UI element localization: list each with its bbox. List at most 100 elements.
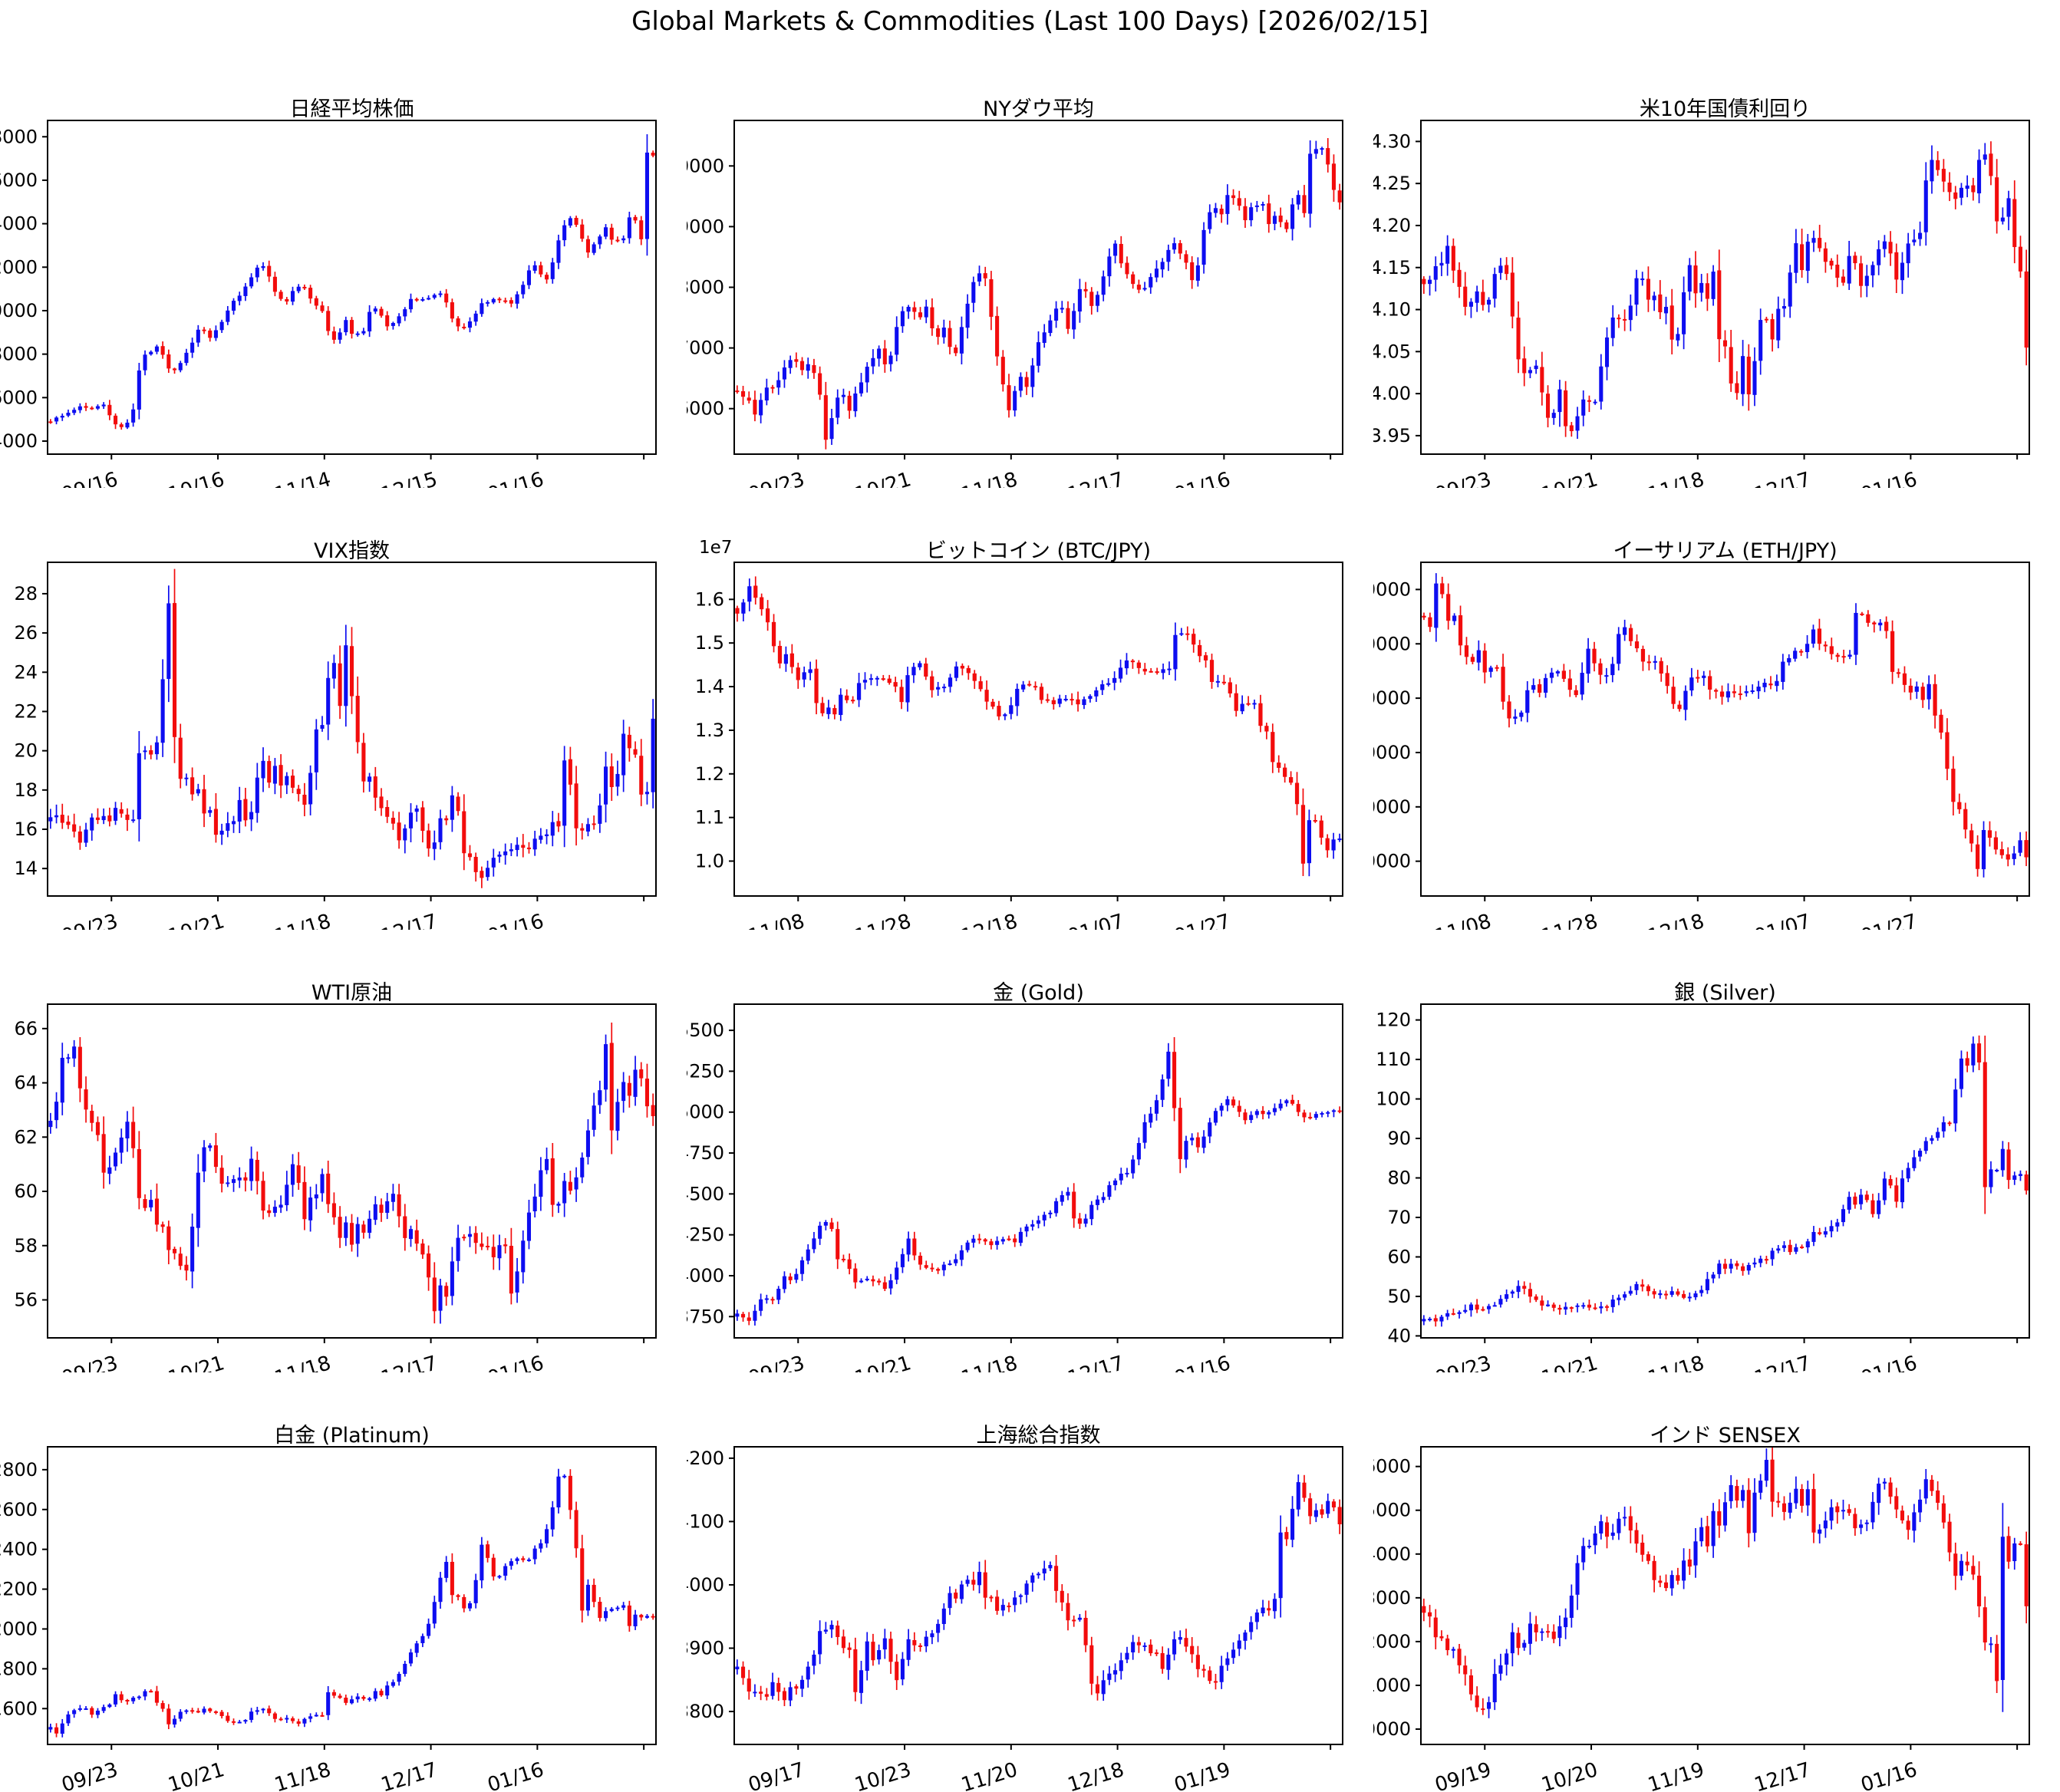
- svg-text:81000: 81000: [1373, 1675, 1411, 1696]
- svg-text:11/18: 11/18: [958, 1352, 1020, 1372]
- svg-text:22: 22: [14, 700, 38, 722]
- subplot-title: 銀 (Silver): [1674, 981, 1776, 1005]
- svg-text:10/21: 10/21: [166, 910, 227, 930]
- svg-text:44000: 44000: [0, 430, 38, 452]
- svg-text:83000: 83000: [1373, 1587, 1411, 1609]
- svg-text:84000: 84000: [1373, 1543, 1411, 1565]
- svg-text:10/21: 10/21: [1539, 1352, 1600, 1372]
- svg-text:01/16: 01/16: [485, 910, 546, 930]
- svg-text:110: 110: [1376, 1049, 1411, 1070]
- svg-text:09/23: 09/23: [1432, 468, 1494, 488]
- svg-text:01/16: 01/16: [485, 1758, 546, 1792]
- svg-text:4.25: 4.25: [1373, 173, 1411, 194]
- svg-text:01/27: 01/27: [1172, 910, 1233, 930]
- svg-text:1.0: 1.0: [695, 851, 724, 872]
- candlestick-chart-wti: 56 58 60 62 64 66 09/23 10/21 11/18 12/17 01/16: [14, 1003, 657, 1372]
- svg-text:46000: 46000: [0, 387, 38, 408]
- svg-text:400000: 400000: [1373, 742, 1411, 763]
- svg-text:1800: 1800: [0, 1658, 38, 1679]
- svg-text:11/08: 11/08: [746, 910, 807, 930]
- svg-text:01/07: 01/07: [1065, 910, 1126, 930]
- svg-text:12/18: 12/18: [958, 910, 1020, 930]
- svg-text:40: 40: [1387, 1325, 1411, 1346]
- candlestick-chart-eth: 300000 350000 400000 450000 500000 550000 11/0…: [1373, 562, 2030, 930]
- svg-text:11/28: 11/28: [1539, 910, 1600, 930]
- svg-text:01/16: 01/16: [1172, 468, 1233, 488]
- svg-text:2600: 2600: [0, 1499, 38, 1520]
- svg-text:1e7: 1e7: [699, 538, 732, 558]
- svg-text:58000: 58000: [0, 126, 38, 147]
- subplot-eth-jpy: イーサリアム (ETH/JPY) 300000 350000 400000 45000…: [1373, 488, 2060, 930]
- svg-text:2800: 2800: [0, 1459, 38, 1481]
- svg-text:3750: 3750: [687, 1306, 724, 1327]
- svg-text:80: 80: [1387, 1168, 1411, 1189]
- svg-text:11/18: 11/18: [272, 1758, 333, 1792]
- svg-text:12/17: 12/17: [1752, 1758, 1813, 1792]
- subplot-title: NYダウ平均: [983, 97, 1094, 121]
- svg-text:4000: 4000: [687, 1265, 724, 1286]
- svg-text:09/23: 09/23: [746, 1352, 807, 1372]
- candlestick-chart-us10y: 3.95 4.00 4.05 4.10 4.15 4.20 4.25 4.30 09/23 10/…: [1373, 120, 2030, 488]
- svg-text:1.6: 1.6: [695, 588, 724, 610]
- subplot-title: イーサリアム (ETH/JPY): [1613, 539, 1838, 563]
- svg-text:01/16: 01/16: [1172, 1352, 1233, 1372]
- svg-text:11/08: 11/08: [1432, 910, 1494, 930]
- svg-text:09/23: 09/23: [746, 468, 807, 488]
- svg-text:12/18: 12/18: [1645, 910, 1706, 930]
- svg-text:49000: 49000: [687, 216, 724, 237]
- svg-text:24: 24: [14, 661, 38, 683]
- svg-text:01/16: 01/16: [1858, 1352, 1920, 1372]
- svg-text:1600: 1600: [0, 1698, 38, 1719]
- subplot-shanghai-composite: 上海総合指数 3800 3900 4000 4100 4200 09/17 10/23 11/…: [687, 1372, 1373, 1792]
- svg-text:10/20: 10/20: [1539, 1758, 1600, 1792]
- svg-text:09/19: 09/19: [1432, 1758, 1494, 1792]
- subplot-title: 白金 (Platinum): [274, 1424, 430, 1448]
- svg-text:11/20: 11/20: [958, 1758, 1020, 1792]
- svg-text:10/21: 10/21: [852, 1352, 914, 1372]
- svg-text:4250: 4250: [687, 1224, 724, 1246]
- svg-text:01/07: 01/07: [1752, 910, 1813, 930]
- subplot-btc-jpy: ビットコイン (BTC/JPY) 1.0 1.1 1.2 1.3 1.4 1.5 1.6 11…: [687, 488, 1373, 930]
- svg-text:01/27: 01/27: [1858, 910, 1920, 930]
- subplot-title: ビットコイン (BTC/JPY): [925, 539, 1152, 563]
- svg-text:09/23: 09/23: [59, 1352, 120, 1372]
- svg-text:48000: 48000: [687, 277, 724, 298]
- svg-text:85000: 85000: [1373, 1500, 1411, 1521]
- svg-text:12/17: 12/17: [378, 910, 440, 930]
- svg-text:47000: 47000: [687, 338, 724, 359]
- svg-text:58: 58: [14, 1235, 38, 1257]
- svg-text:11/18: 11/18: [1645, 468, 1706, 488]
- svg-text:120: 120: [1376, 1010, 1411, 1031]
- svg-text:12/17: 12/17: [1752, 468, 1813, 488]
- svg-text:2400: 2400: [0, 1539, 38, 1560]
- svg-text:01/16: 01/16: [485, 1352, 546, 1372]
- svg-text:100: 100: [1376, 1089, 1411, 1110]
- svg-text:4750: 4750: [687, 1142, 724, 1164]
- svg-text:28: 28: [14, 583, 38, 604]
- svg-text:5250: 5250: [687, 1060, 724, 1082]
- svg-text:66: 66: [14, 1018, 38, 1039]
- svg-text:64: 64: [14, 1072, 38, 1094]
- svg-text:11/18: 11/18: [958, 468, 1020, 488]
- svg-text:450000: 450000: [1373, 687, 1411, 709]
- svg-text:09/23: 09/23: [1432, 1352, 1494, 1372]
- svg-text:1.5: 1.5: [695, 632, 724, 654]
- svg-text:26: 26: [14, 622, 38, 644]
- svg-text:10/23: 10/23: [852, 1758, 914, 1792]
- svg-text:12/17: 12/17: [1065, 1352, 1126, 1372]
- svg-text:62: 62: [14, 1126, 38, 1148]
- svg-text:11/28: 11/28: [852, 910, 914, 930]
- svg-text:82000: 82000: [1373, 1631, 1411, 1652]
- svg-text:4.20: 4.20: [1373, 215, 1411, 236]
- subplot-silver: 銀 (Silver) 40 50 60 70 80 90 100 110 120 09/23 10/…: [1373, 930, 2060, 1372]
